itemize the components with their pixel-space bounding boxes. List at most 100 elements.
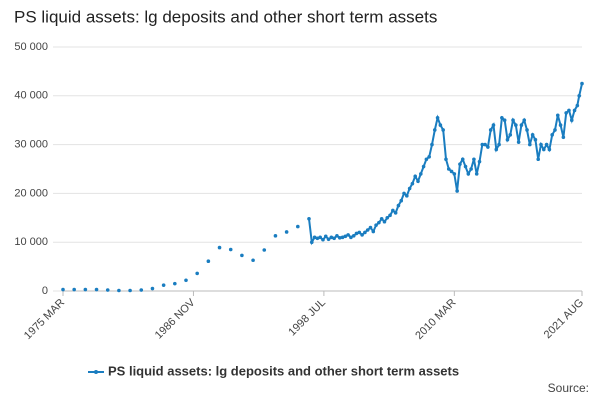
data-point xyxy=(477,159,482,164)
x-tick-label: 1975 MAR xyxy=(22,297,67,342)
data-point xyxy=(309,240,314,244)
data-point xyxy=(569,118,574,122)
data-point xyxy=(388,213,392,218)
data-point xyxy=(340,235,345,240)
data-point xyxy=(296,224,300,229)
data-point xyxy=(343,234,348,239)
data-point xyxy=(184,278,188,283)
data-point xyxy=(463,164,468,169)
data-point xyxy=(307,216,311,221)
data-point xyxy=(139,288,144,292)
data-point xyxy=(150,286,155,291)
data-point xyxy=(228,247,233,252)
data-point xyxy=(321,237,325,242)
data-point xyxy=(466,172,471,176)
y-tick-label: 50 000 xyxy=(14,41,48,53)
data-point xyxy=(326,237,331,242)
data-point xyxy=(430,142,434,147)
legend: PS liquid assets: lg deposits and other … xyxy=(88,363,459,378)
data-point xyxy=(488,128,493,132)
data-point xyxy=(525,128,529,132)
data-point xyxy=(365,228,370,232)
data-point xyxy=(511,118,515,122)
x-tick-label: 1986 NOV xyxy=(153,296,198,341)
data-point xyxy=(323,234,328,239)
data-point xyxy=(497,142,501,147)
data-point xyxy=(332,236,336,241)
data-point xyxy=(161,283,166,287)
y-tick-label: 0 xyxy=(42,285,48,297)
data-point xyxy=(500,115,504,120)
data-point xyxy=(351,234,356,238)
data-point xyxy=(410,181,415,186)
data-point xyxy=(337,236,342,240)
data-point xyxy=(455,189,459,193)
data-point xyxy=(541,147,546,152)
series-line xyxy=(308,83,583,246)
data-point xyxy=(480,142,485,147)
data-point xyxy=(349,235,353,240)
data-point xyxy=(539,142,543,147)
data-point xyxy=(514,123,518,127)
data-point xyxy=(427,155,431,159)
y-tick-label: 30 000 xyxy=(14,139,48,151)
data-point xyxy=(416,179,420,183)
chart-title: PS liquid assets: lg deposits and other … xyxy=(14,7,437,26)
data-point xyxy=(273,234,278,238)
data-point xyxy=(460,157,465,162)
data-point xyxy=(577,94,582,98)
data-point xyxy=(446,167,451,171)
data-point xyxy=(94,287,99,292)
data-point xyxy=(508,133,513,137)
data-point xyxy=(382,219,387,224)
data-point xyxy=(572,108,577,113)
data-point xyxy=(117,288,121,293)
data-point xyxy=(502,118,507,122)
data-point xyxy=(413,174,418,179)
y-tick-label: 20 000 xyxy=(14,187,48,199)
data-point xyxy=(486,145,490,149)
data-point xyxy=(458,162,462,166)
data-point xyxy=(564,111,568,115)
data-point xyxy=(357,230,362,235)
data-point xyxy=(441,128,445,132)
data-point xyxy=(402,191,406,196)
data-point xyxy=(516,140,521,144)
source: Source: xyxy=(548,381,589,395)
data-point xyxy=(315,236,320,241)
data-point xyxy=(536,157,541,162)
data-point xyxy=(354,231,359,236)
data-point xyxy=(494,147,499,152)
data-point xyxy=(558,123,563,127)
data-point xyxy=(452,172,457,176)
data-point xyxy=(363,230,367,235)
data-point xyxy=(371,229,376,234)
x-tick-label: 2010 MAR xyxy=(413,297,458,342)
data-point xyxy=(424,157,429,162)
data-point xyxy=(217,245,222,250)
data-point xyxy=(105,288,110,292)
data-point xyxy=(528,142,532,147)
data-point xyxy=(399,198,404,203)
data-point xyxy=(61,287,65,292)
data-point xyxy=(472,157,476,162)
data-point xyxy=(240,253,244,258)
data-point xyxy=(580,81,584,86)
data-point xyxy=(553,128,557,132)
data-point xyxy=(72,287,76,292)
y-tick-label: 40 000 xyxy=(14,90,48,102)
x-tick-label: 1998 JUL xyxy=(286,297,328,339)
data-point xyxy=(251,258,255,263)
data-point xyxy=(284,230,289,234)
data-point xyxy=(318,235,322,240)
data-point xyxy=(360,233,364,237)
data-point xyxy=(195,271,199,276)
data-point xyxy=(374,223,378,227)
data-point xyxy=(173,281,177,286)
data-point xyxy=(346,233,350,237)
data-point xyxy=(469,167,473,171)
data-point xyxy=(396,203,401,208)
data-point xyxy=(421,164,426,169)
y-tick-label: 10 000 xyxy=(14,236,48,248)
